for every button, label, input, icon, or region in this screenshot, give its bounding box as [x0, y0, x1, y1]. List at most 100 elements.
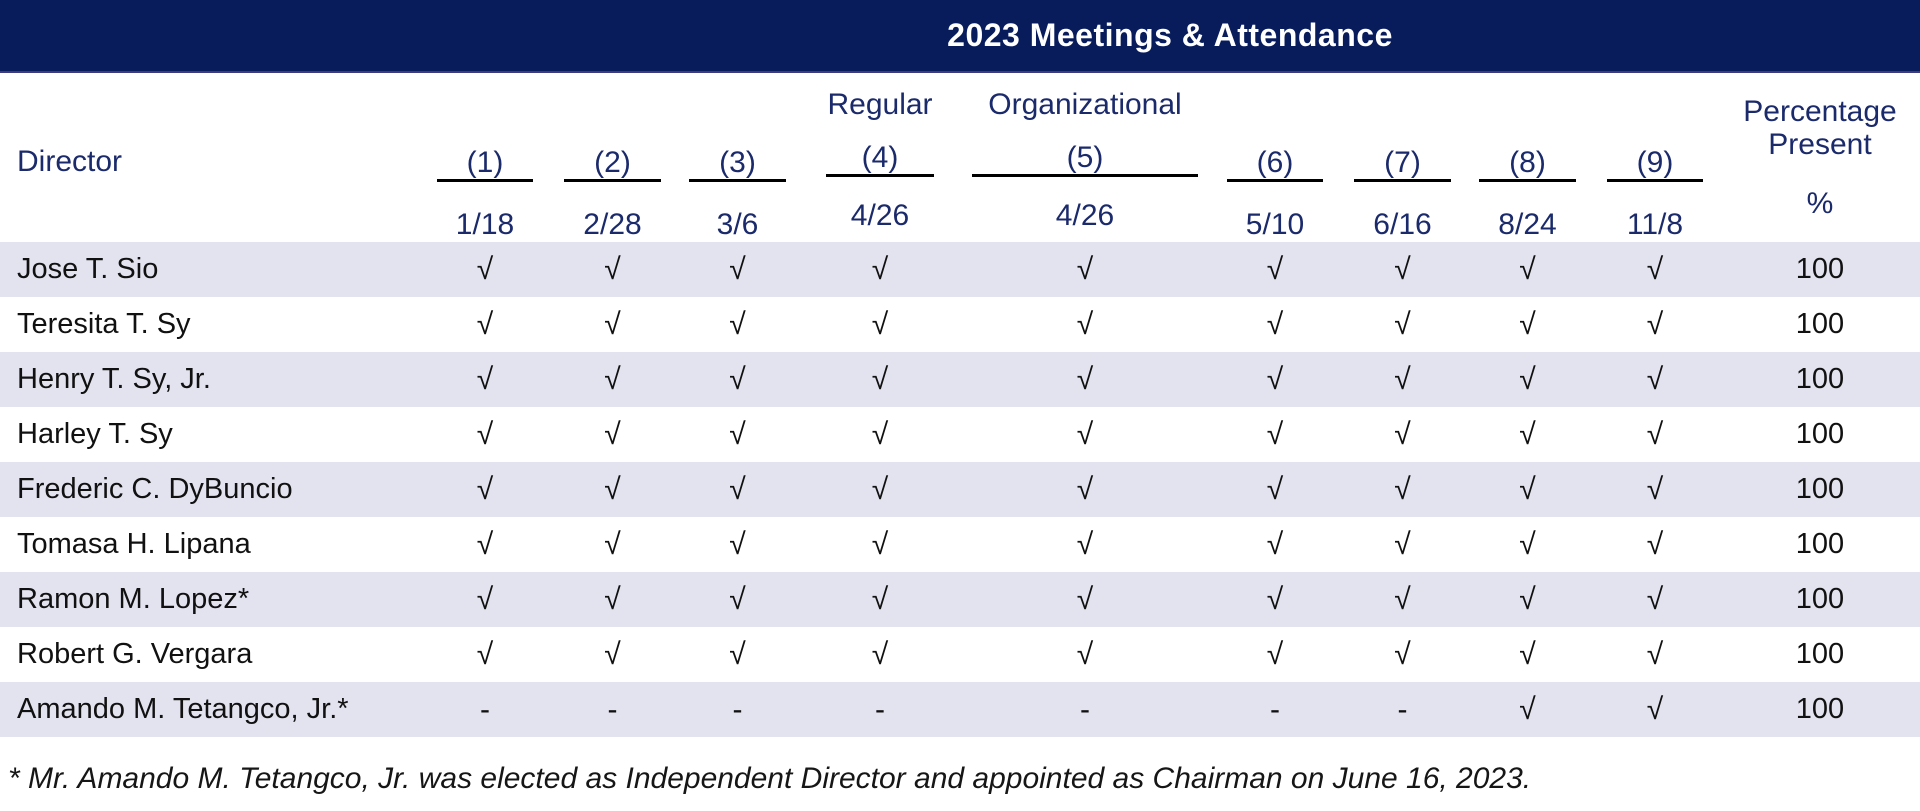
attendance-dash: - — [1270, 692, 1280, 726]
attendance-check: √ — [1646, 417, 1664, 451]
table-row: Tomasa H. Lipana √ √ √ √ √ √ √ √ √ 100 — [0, 517, 1920, 572]
attendance-check: √ — [476, 527, 494, 561]
meeting-date-label: 6/16 — [1373, 208, 1432, 241]
director-name: Robert G. Vergara — [17, 638, 253, 670]
table-row: Ramon M. Lopez* √ √ √ √ √ √ √ √ √ 100 — [0, 572, 1920, 627]
percentage-header: Percentage Present % — [1720, 73, 1920, 242]
attendance-dash: - — [1397, 692, 1408, 726]
director-name: Frederic C. DyBuncio — [17, 473, 293, 505]
attendance-check: √ — [476, 582, 494, 616]
attendance-check: √ — [1646, 527, 1664, 561]
percentage-value: 100 — [1795, 473, 1845, 505]
meeting-column-header: Regular (4) 4/26 — [800, 73, 960, 242]
attendance-check: √ — [1646, 637, 1664, 671]
meeting-number-label: (3) — [689, 148, 786, 182]
attendance-check: √ — [1519, 472, 1536, 506]
attendance-check: √ — [1646, 307, 1664, 341]
attendance-check: √ — [1394, 252, 1411, 286]
attendance-check: √ — [729, 252, 746, 286]
director-name: Henry T. Sy, Jr. — [17, 363, 211, 395]
meeting-number-label: (5) — [971, 143, 1199, 177]
director-name: Jose T. Sio — [17, 253, 159, 285]
title-bar: 2023 Meetings & Attendance — [0, 0, 1920, 73]
percentage-value: 100 — [1795, 528, 1845, 560]
meeting-number-label: (6) — [1226, 148, 1324, 182]
percentage-value: 100 — [1795, 638, 1845, 670]
percentage-value: 100 — [1795, 418, 1845, 450]
attendance-check: √ — [476, 362, 494, 396]
attendance-check: √ — [729, 582, 746, 616]
attendance-check: √ — [729, 637, 746, 671]
attendance-check: √ — [1394, 637, 1411, 671]
attendance-dash: - — [732, 692, 743, 726]
attendance-check: √ — [871, 527, 889, 561]
table-row: Amando M. Tetangco, Jr.* - - - - - - - √ √ 100 — [0, 682, 1920, 737]
meeting-date-label: 8/24 — [1498, 208, 1557, 241]
meeting-number-label: (4) — [825, 143, 935, 177]
attendance-check: √ — [1519, 362, 1536, 396]
percentage-value: 100 — [1795, 308, 1845, 340]
percentage-value: 100 — [1795, 363, 1845, 395]
attendance-check: √ — [1266, 527, 1284, 561]
attendance-check: √ — [871, 582, 889, 616]
director-name: Teresita T. Sy — [17, 308, 191, 340]
meeting-column-header: (7) 6/16 — [1340, 73, 1465, 242]
attendance-check: √ — [1646, 582, 1664, 616]
percentage-value: 100 — [1795, 583, 1845, 615]
meeting-date-label: 5/10 — [1245, 208, 1305, 241]
meeting-column-header: (8) 8/24 — [1465, 73, 1590, 242]
meeting-date-label: 2/28 — [583, 208, 642, 241]
meeting-number-label: (2) — [564, 148, 661, 182]
attendance-check: √ — [1266, 417, 1284, 451]
attendance-check: √ — [1519, 252, 1536, 286]
attendance-check: √ — [1394, 527, 1411, 561]
percentage-value: 100 — [1795, 693, 1845, 725]
percentage-header-line2: Present — [1768, 128, 1872, 161]
attendance-check: √ — [604, 472, 621, 506]
meeting-type-label: Organizational — [988, 88, 1182, 121]
attendance-check: √ — [871, 307, 889, 341]
attendance-check: √ — [1394, 307, 1411, 341]
attendance-check: √ — [871, 637, 889, 671]
attendance-dash: - — [607, 692, 618, 726]
attendance-dash: - — [480, 692, 490, 726]
percent-symbol: % — [1806, 187, 1834, 220]
attendance-check: √ — [1394, 472, 1411, 506]
attendance-dash: - — [875, 692, 885, 726]
attendance-check: √ — [476, 637, 494, 671]
attendance-check: √ — [1076, 637, 1094, 671]
attendance-check: √ — [1266, 252, 1284, 286]
attendance-check: √ — [871, 417, 889, 451]
attendance-check: √ — [476, 417, 494, 451]
attendance-check: √ — [729, 527, 746, 561]
attendance-check: √ — [604, 527, 621, 561]
attendance-check: √ — [1519, 307, 1536, 341]
meeting-date-label: 4/26 — [850, 199, 910, 232]
meeting-column-header: Organizational (5) 4/26 — [960, 73, 1210, 242]
attendance-check: √ — [1266, 472, 1284, 506]
director-name: Harley T. Sy — [17, 418, 173, 450]
table-title: 2023 Meetings & Attendance — [947, 17, 1393, 53]
meeting-date-label: 3/6 — [716, 208, 759, 241]
meeting-date-label: 4/26 — [1055, 199, 1115, 232]
attendance-check: √ — [604, 362, 621, 396]
attendance-check: √ — [1646, 252, 1664, 286]
meeting-number-label: (1) — [436, 148, 534, 182]
meeting-column-header: (3) 3/6 — [675, 73, 800, 242]
attendance-check: √ — [729, 417, 746, 451]
table-row: Henry T. Sy, Jr. √ √ √ √ √ √ √ √ √ 100 — [0, 352, 1920, 407]
meeting-column-header: (2) 2/28 — [550, 73, 675, 242]
attendance-check: √ — [729, 362, 746, 396]
attendance-check: √ — [1519, 692, 1536, 726]
attendance-check: √ — [1266, 637, 1284, 671]
attendance-check: √ — [604, 417, 621, 451]
attendance-check: √ — [1646, 692, 1664, 726]
attendance-check: √ — [604, 637, 621, 671]
attendance-check: √ — [604, 307, 621, 341]
meeting-number-label: (8) — [1479, 148, 1576, 182]
attendance-check: √ — [604, 252, 621, 286]
attendance-check: √ — [604, 582, 621, 616]
table-row: Harley T. Sy √ √ √ √ √ √ √ √ √ 100 — [0, 407, 1920, 462]
attendance-check: √ — [1076, 472, 1094, 506]
attendance-check: √ — [476, 472, 494, 506]
